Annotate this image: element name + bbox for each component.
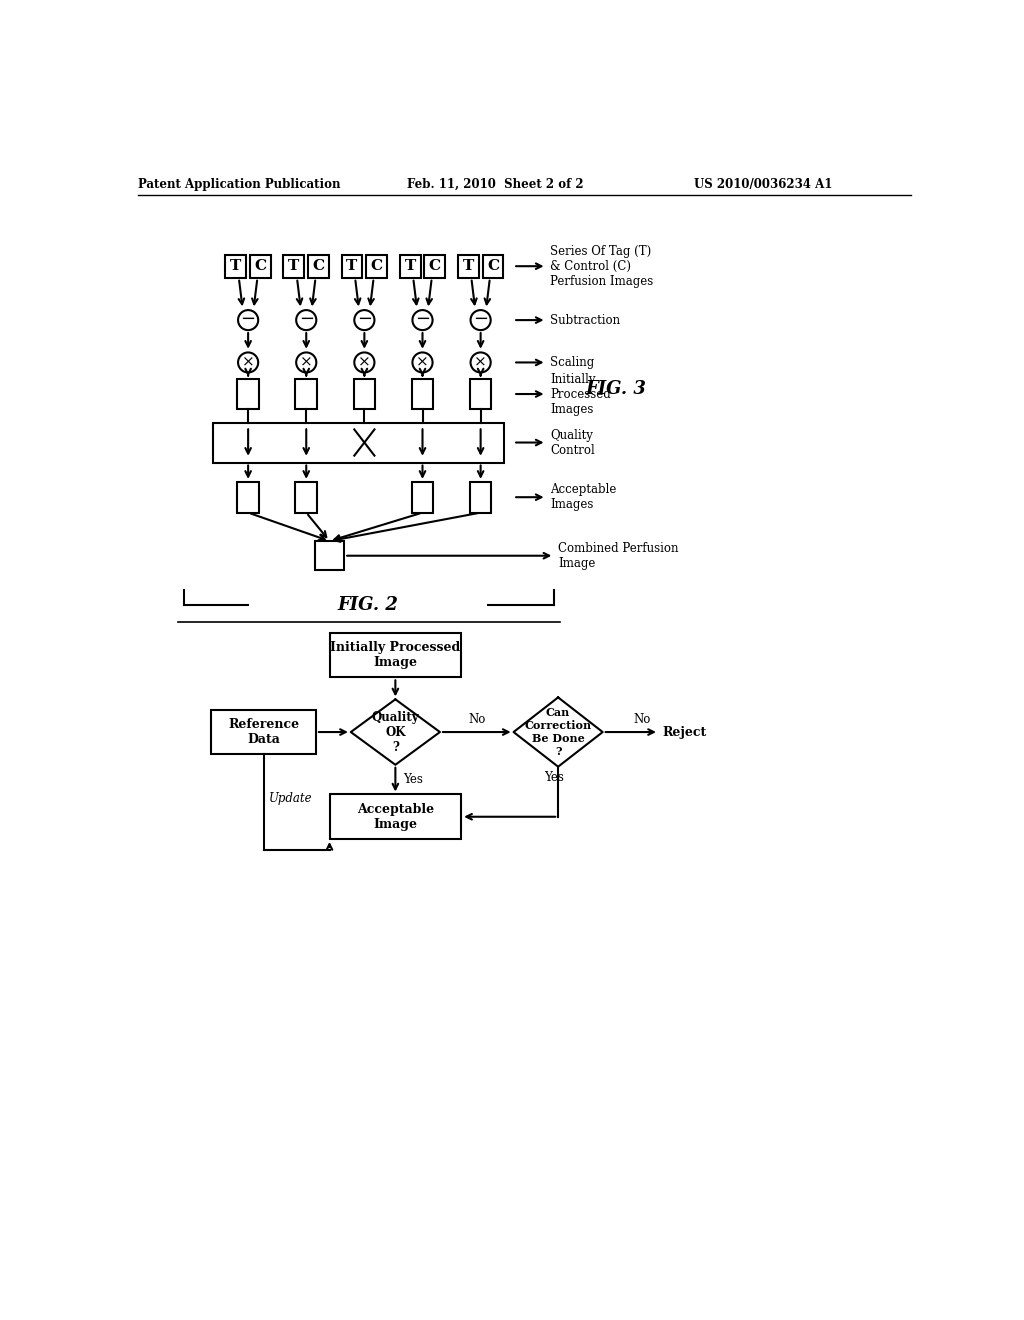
Text: Can
Correction
Be Done
?: Can Correction Be Done ?	[524, 708, 592, 756]
Circle shape	[413, 310, 432, 330]
Bar	[424, 255, 445, 277]
Bar	[238, 379, 259, 409]
Circle shape	[296, 310, 316, 330]
Circle shape	[471, 310, 490, 330]
Text: Reference
Data: Reference Data	[228, 718, 299, 746]
Text: −: −	[415, 310, 430, 329]
Text: ×: ×	[242, 355, 255, 370]
Text: C: C	[429, 259, 441, 273]
Text: T: T	[288, 259, 299, 273]
Bar	[211, 710, 316, 755]
Text: −: −	[473, 310, 488, 329]
Circle shape	[238, 310, 258, 330]
Bar	[412, 379, 433, 409]
Bar	[314, 541, 344, 570]
Text: T: T	[404, 259, 416, 273]
Text: Initially
Processed
Images: Initially Processed Images	[550, 372, 611, 416]
Polygon shape	[514, 697, 603, 767]
Bar	[470, 482, 492, 512]
Text: Yes: Yes	[403, 774, 423, 787]
Text: Acceptable
Images: Acceptable Images	[550, 483, 616, 511]
Text: Yes: Yes	[545, 771, 564, 784]
Text: C: C	[371, 259, 383, 273]
Text: ×: ×	[416, 355, 429, 370]
Bar	[367, 255, 387, 277]
Bar	[353, 379, 375, 409]
Text: Patent Application Publication: Patent Application Publication	[138, 178, 341, 190]
Text: FIG. 2: FIG. 2	[338, 597, 398, 614]
Bar	[342, 255, 362, 277]
Bar	[284, 255, 304, 277]
Text: −: −	[299, 310, 313, 329]
Bar	[308, 255, 329, 277]
Text: ×: ×	[300, 355, 312, 370]
Bar	[412, 482, 433, 512]
Text: Initially Processed
Image: Initially Processed Image	[331, 642, 461, 669]
Bar	[399, 255, 421, 277]
Text: Feb. 11, 2010  Sheet 2 of 2: Feb. 11, 2010 Sheet 2 of 2	[407, 178, 584, 190]
Bar	[458, 255, 478, 277]
Text: No: No	[633, 713, 650, 726]
Circle shape	[413, 352, 432, 372]
Text: ×: ×	[474, 355, 487, 370]
Bar	[250, 255, 271, 277]
Bar	[330, 795, 461, 840]
Text: Scaling: Scaling	[550, 356, 595, 370]
Text: ×: ×	[358, 355, 371, 370]
Text: Acceptable
Image: Acceptable Image	[356, 803, 434, 830]
Circle shape	[296, 352, 316, 372]
Bar	[238, 482, 259, 512]
Bar	[482, 255, 504, 277]
Text: −: −	[356, 310, 372, 329]
Text: T: T	[346, 259, 357, 273]
Text: T: T	[230, 259, 242, 273]
Bar	[330, 632, 461, 677]
Text: US 2010/0036234 A1: US 2010/0036234 A1	[693, 178, 833, 190]
Bar	[213, 422, 504, 462]
Bar	[225, 255, 246, 277]
Text: Reject: Reject	[663, 726, 707, 739]
Bar	[295, 482, 317, 512]
Bar	[470, 379, 492, 409]
Circle shape	[354, 310, 375, 330]
Polygon shape	[351, 700, 440, 764]
Bar	[295, 379, 317, 409]
Text: Combined Perfusion
Image: Combined Perfusion Image	[558, 541, 679, 570]
Text: −: −	[241, 310, 256, 329]
Text: Subtraction: Subtraction	[550, 314, 621, 326]
Circle shape	[238, 352, 258, 372]
Text: C: C	[254, 259, 266, 273]
Text: C: C	[312, 259, 325, 273]
Text: No: No	[468, 713, 485, 726]
Text: FIG. 3: FIG. 3	[586, 380, 647, 399]
Text: Quality
OK
?: Quality OK ?	[372, 710, 419, 754]
Text: Update: Update	[269, 792, 312, 805]
Text: T: T	[463, 259, 474, 273]
Text: Series Of Tag (T)
& Control (C)
Perfusion Images: Series Of Tag (T) & Control (C) Perfusio…	[550, 244, 653, 288]
Circle shape	[471, 352, 490, 372]
Text: C: C	[487, 259, 499, 273]
Circle shape	[354, 352, 375, 372]
Text: Quality
Control: Quality Control	[550, 429, 595, 457]
